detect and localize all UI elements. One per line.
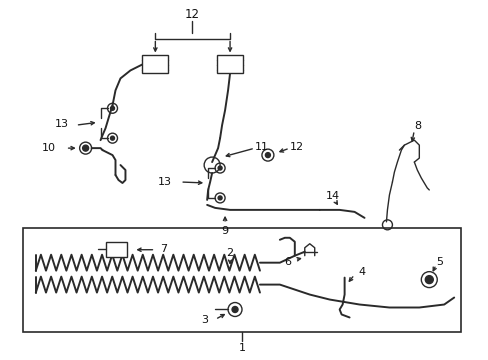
- Circle shape: [265, 153, 270, 158]
- Circle shape: [110, 106, 114, 110]
- Circle shape: [82, 145, 88, 151]
- Text: 2: 2: [226, 248, 233, 258]
- Text: 12: 12: [184, 8, 199, 21]
- Text: 13: 13: [55, 119, 68, 129]
- Text: 10: 10: [41, 143, 56, 153]
- Bar: [142, 55, 168, 73]
- Bar: [105, 242, 127, 257]
- Bar: [23, 228, 460, 332]
- Text: 6: 6: [284, 257, 291, 267]
- Text: 11: 11: [254, 142, 268, 152]
- Text: 14: 14: [325, 191, 339, 201]
- Text: 13: 13: [158, 177, 172, 187]
- Circle shape: [218, 166, 222, 170]
- Text: 5: 5: [435, 257, 442, 267]
- Circle shape: [110, 136, 114, 140]
- Text: 3: 3: [201, 315, 208, 325]
- Text: 1: 1: [238, 343, 245, 354]
- Circle shape: [218, 196, 222, 200]
- Text: 4: 4: [357, 267, 365, 276]
- Text: 7: 7: [160, 244, 166, 254]
- Bar: [217, 55, 243, 73]
- Text: 9: 9: [221, 226, 228, 236]
- Text: 12: 12: [289, 142, 303, 152]
- Circle shape: [232, 306, 238, 312]
- Circle shape: [425, 276, 432, 284]
- Text: 8: 8: [413, 121, 420, 131]
